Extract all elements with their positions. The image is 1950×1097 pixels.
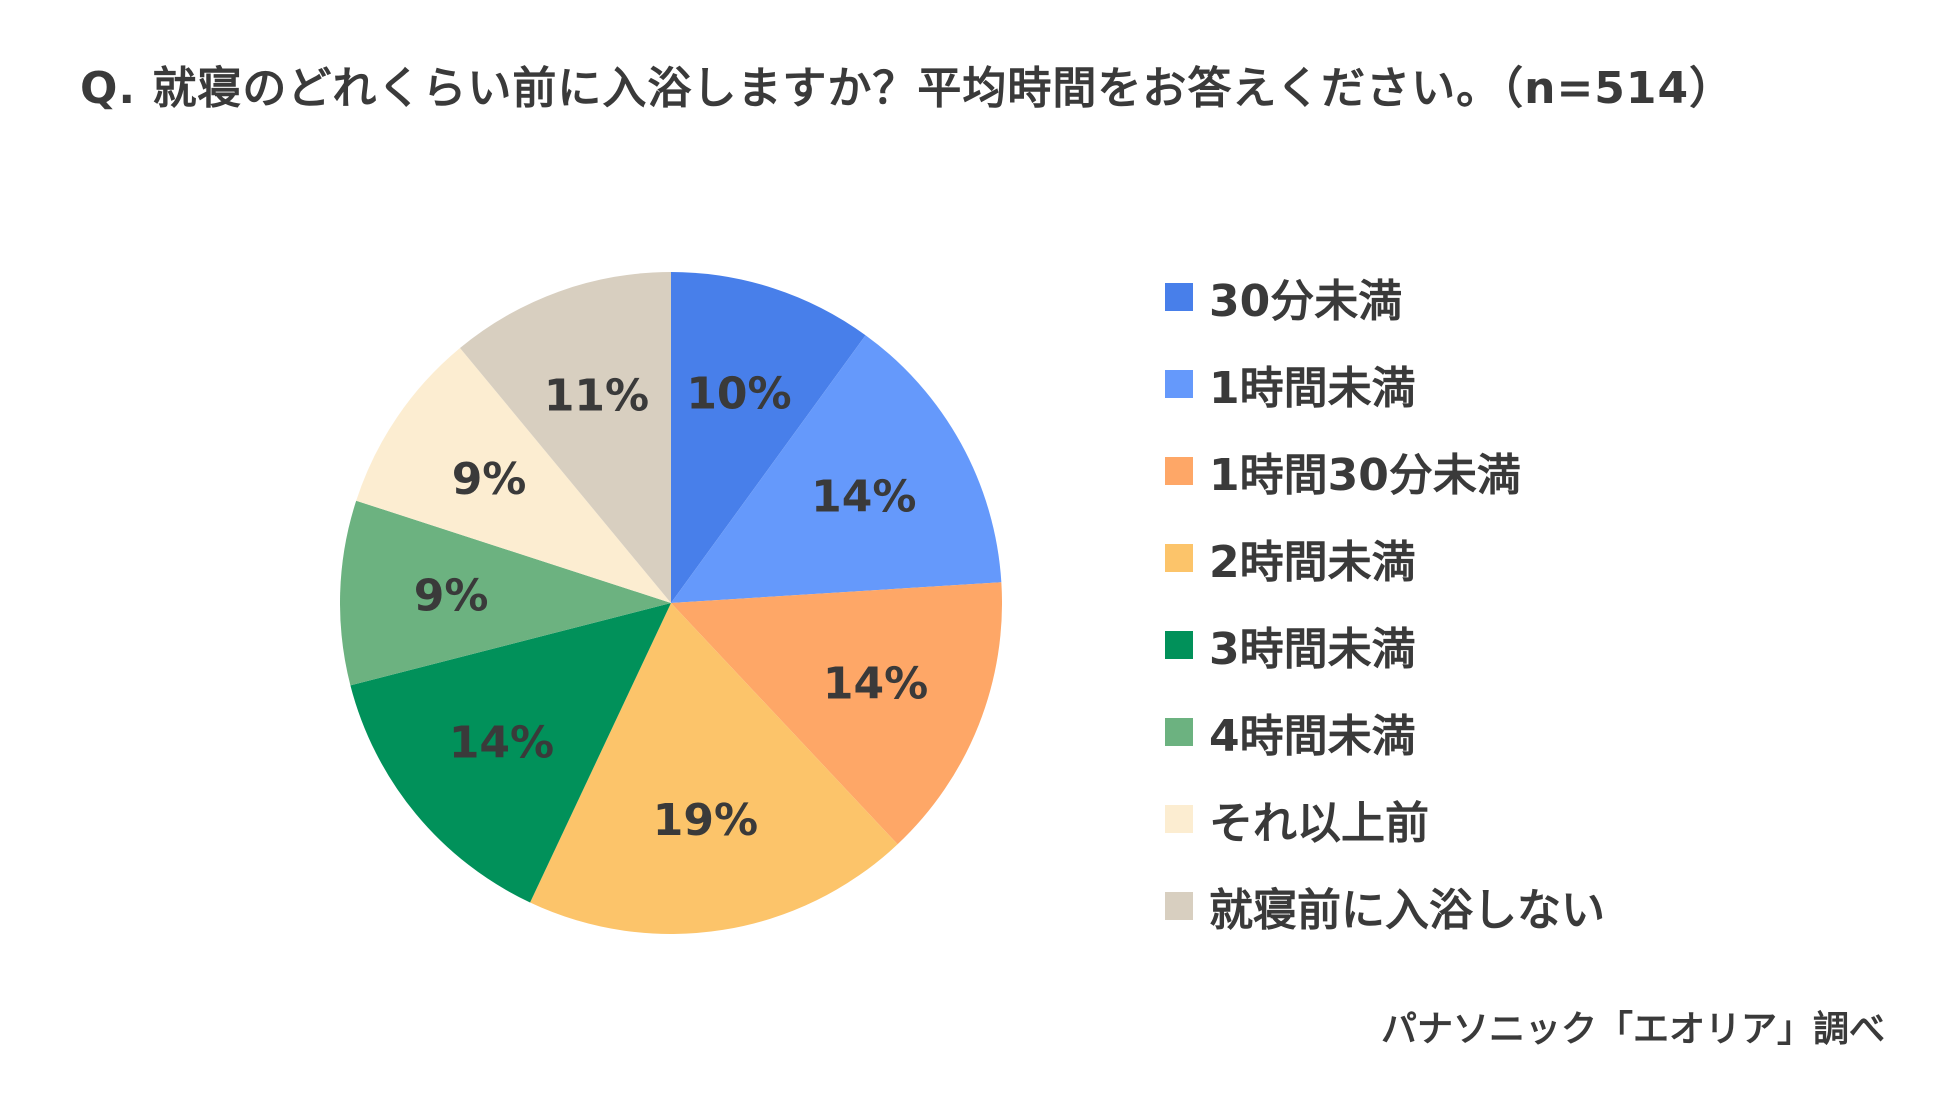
legend-swatch	[1165, 369, 1193, 398]
legend-item-3: 1時間30分未満	[1165, 427, 1605, 514]
legend-label: 4時間未満	[1209, 710, 1416, 762]
legend-label: 2時間未満	[1209, 536, 1416, 588]
source-note: パナソニック「エオリア」調べ	[1380, 1009, 1885, 1050]
slice-label-8: 11%	[544, 371, 649, 422]
pie-slice-2	[671, 335, 1002, 603]
legend-swatch	[1165, 804, 1193, 833]
slice-label-4: 19%	[653, 795, 758, 846]
chart-title: Q. 就寝のどれくらい前に入浴しますか？平均時間をお答えください。（n=514）	[80, 63, 1735, 114]
legend-swatch	[1165, 717, 1193, 746]
pie-slice-7	[356, 347, 671, 603]
legend-swatch	[1165, 630, 1193, 659]
legend: 30分未満 1時間未満 1時間30分未満 2時間未満 3時間未満 4時間未満それ以上前就寝…	[1165, 253, 1605, 949]
legend-swatch	[1165, 456, 1193, 485]
slice-label-3: 14%	[823, 658, 928, 709]
legend-swatch	[1165, 282, 1193, 311]
legend-label: 30分未満	[1209, 275, 1403, 327]
legend-label: 3時間未満	[1209, 623, 1416, 675]
legend-item-6: 4時間未満	[1165, 688, 1605, 775]
legend-item-2: 1時間未満	[1165, 340, 1605, 427]
pie-slice-4	[530, 603, 898, 934]
pie-slice-3	[671, 582, 1002, 845]
legend-label: それ以上前	[1209, 797, 1429, 849]
pie-svg: 10% 14% 14% 19% 14% 9% 9% 11%	[340, 272, 1002, 934]
pie-slice-5	[350, 603, 671, 903]
legend-item-7: それ以上前	[1165, 775, 1605, 862]
slice-label-6: 9%	[414, 571, 489, 622]
slice-label-5: 14%	[449, 718, 554, 769]
legend-item-8: 就寝前に入浴しない	[1165, 862, 1605, 949]
legend-label: 就寝前に入浴しない	[1209, 884, 1605, 936]
legend-item-5: 3時間未満	[1165, 601, 1605, 688]
pie-slice-1	[671, 272, 866, 603]
legend-label: 1時間未満	[1209, 362, 1416, 414]
slice-label-2: 14%	[811, 472, 916, 523]
legend-item-1: 30分未満	[1165, 253, 1605, 340]
legend-item-4: 2時間未満	[1165, 514, 1605, 601]
legend-label: 1時間30分未満	[1209, 449, 1521, 501]
slice-label-1: 10%	[686, 368, 791, 419]
legend-swatch	[1165, 543, 1193, 572]
legend-swatch	[1165, 891, 1193, 920]
pie-chart: 10% 14% 14% 19% 14% 9% 9% 11%	[340, 272, 1002, 934]
slice-label-7: 9%	[452, 454, 527, 505]
pie-slice-8	[460, 272, 671, 603]
pie-slice-6	[340, 500, 671, 686]
